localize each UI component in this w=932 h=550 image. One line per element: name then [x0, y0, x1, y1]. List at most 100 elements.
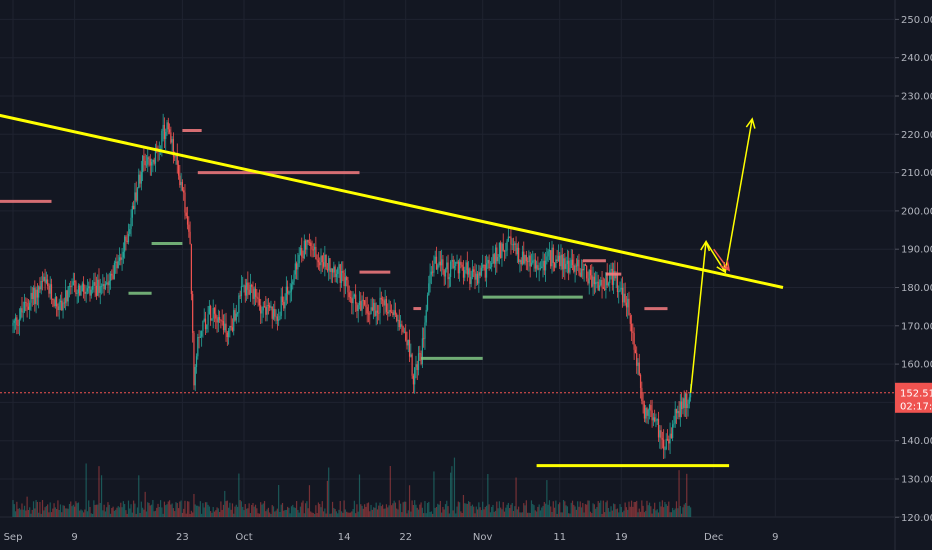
- candle-body: [47, 279, 49, 287]
- candle-body: [170, 132, 172, 143]
- candle-body: [107, 282, 109, 286]
- volume-bar: [482, 501, 484, 517]
- volume-bar: [609, 511, 611, 517]
- volume-bar: [281, 502, 284, 517]
- candle-body: [166, 122, 168, 132]
- volume-bar: [606, 500, 608, 517]
- candle-body: [579, 272, 581, 277]
- candle-body: [238, 295, 240, 313]
- candle-body: [129, 228, 131, 234]
- time-axis[interactable]: Sep 9 23 Oct 14 22 Nov 11 19 Dec 9: [4, 532, 779, 543]
- volume-bar: [437, 503, 439, 517]
- volume-bar: [321, 501, 323, 517]
- volume-bar: [509, 507, 511, 517]
- candle-body: [275, 316, 277, 318]
- volume-bar: [536, 511, 538, 517]
- candle-body: [656, 418, 658, 421]
- volume-bar: [18, 508, 21, 517]
- volume-bar: [670, 512, 672, 517]
- candle-body: [412, 375, 414, 385]
- candle-body: [233, 310, 235, 331]
- candle-body: [648, 405, 651, 410]
- candle-body: [473, 269, 475, 272]
- projection-path-arrowhead: [745, 117, 756, 129]
- volume-bar: [133, 500, 135, 517]
- volume-bar: [629, 506, 631, 517]
- volume-bar: [532, 503, 534, 517]
- candle-body: [135, 192, 137, 201]
- candle-body: [362, 299, 364, 301]
- candle-body: [79, 285, 81, 296]
- volume-bar: [520, 512, 522, 517]
- candle-body: [598, 285, 601, 291]
- candle-body: [115, 261, 117, 263]
- candle-body: [636, 353, 638, 366]
- volume-bar: [681, 513, 683, 517]
- volume-bar: [451, 466, 453, 517]
- candle-body: [299, 247, 302, 255]
- candle-body: [548, 250, 551, 252]
- volume-bar: [91, 513, 94, 517]
- volume-bar: [194, 504, 196, 517]
- candle-body: [434, 256, 436, 264]
- volume-bar: [573, 504, 575, 517]
- candle-body: [26, 302, 28, 307]
- volume-bar: [483, 509, 485, 517]
- volume-bar: [420, 502, 422, 517]
- candle-body: [54, 297, 56, 307]
- volume-bar: [415, 504, 417, 517]
- candle-body: [48, 286, 50, 294]
- candle-body: [278, 319, 280, 321]
- candle-body: [501, 243, 503, 258]
- candle-body: [455, 261, 457, 267]
- candle-body: [521, 251, 524, 265]
- volume-bar: [521, 512, 524, 517]
- candle-body: [307, 239, 309, 243]
- candle-body: [530, 262, 533, 267]
- volume-bar: [529, 512, 531, 517]
- volume-bar: [94, 504, 96, 517]
- candle-body: [27, 306, 29, 310]
- candle-body: [80, 291, 82, 296]
- candle-body: [45, 279, 47, 283]
- candle-body: [429, 274, 431, 284]
- candle-body: [77, 285, 80, 294]
- candle-body: [582, 268, 584, 271]
- drawing-tools: [0, 113, 784, 468]
- price-badge-countdown: 02:17:44: [900, 401, 932, 412]
- volume-bar: [317, 502, 320, 517]
- candle-body: [382, 299, 384, 301]
- volume-bar: [444, 504, 447, 517]
- volume-bar: [494, 510, 497, 517]
- candle-body: [442, 259, 444, 271]
- candle-body: [312, 249, 314, 251]
- volume-bar: [233, 513, 235, 517]
- candle-body: [53, 300, 55, 307]
- candle-body: [602, 287, 604, 289]
- volume-bar: [185, 513, 187, 517]
- candle-body: [660, 430, 662, 439]
- candle-body: [125, 236, 127, 241]
- volume-bar: [654, 502, 656, 517]
- volume-bar: [184, 500, 186, 517]
- volume-bar: [324, 508, 326, 517]
- candle-body: [411, 354, 413, 376]
- volume-bar: [473, 506, 475, 517]
- candle-body: [156, 147, 158, 149]
- candle-body: [262, 306, 264, 311]
- candle-body: [305, 240, 307, 250]
- candle-body: [637, 362, 639, 366]
- candle-body: [491, 263, 493, 267]
- price-tick-label: 250.00: [901, 15, 932, 26]
- volume-bar: [669, 512, 671, 517]
- volume-bar: [20, 509, 22, 517]
- candle-body: [677, 411, 679, 414]
- price-axis[interactable]: 120.00130.00140.00150.00160.00170.00180.…: [895, 15, 932, 524]
- candle-body: [342, 270, 344, 273]
- candle-body: [437, 265, 439, 270]
- volume-bar: [149, 505, 151, 517]
- volume-bar: [559, 502, 561, 517]
- volume-bar: [154, 510, 157, 517]
- volume-bar: [502, 502, 504, 517]
